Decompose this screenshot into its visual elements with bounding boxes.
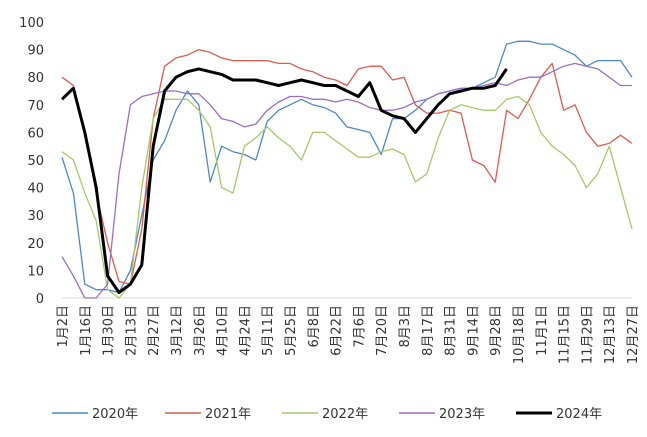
y-tick-label: 10: [27, 264, 44, 279]
x-tick-label: 8月3日: [398, 305, 413, 348]
x-tick-label: 6月8日: [307, 305, 322, 348]
x-tick-label: 4月10日: [216, 305, 231, 356]
y-tick-label: 100: [19, 16, 44, 31]
x-tick-label: 7月6日: [352, 305, 367, 348]
x-tick-label: 7月20日: [375, 305, 390, 356]
x-tick-label: 6月22日: [330, 305, 345, 356]
legend-label: 2021年: [205, 407, 251, 422]
series-line: [60, 67, 508, 294]
legend-label: 2022年: [322, 407, 368, 422]
y-tick-label: 80: [27, 71, 44, 86]
x-tick-label: 5月11日: [261, 305, 276, 356]
y-tick-label: 50: [27, 154, 44, 169]
x-tick-label: 12月27日: [626, 305, 641, 364]
y-tick-label: 70: [27, 99, 44, 114]
x-tick-label: 11月15日: [558, 305, 573, 364]
y-tick-label: 20: [27, 237, 44, 252]
series-line: [61, 62, 632, 299]
legend-label: 2024年: [556, 407, 602, 422]
series-line: [61, 48, 633, 285]
x-tick-label: 4月24日: [238, 305, 253, 356]
x-tick-label: 1月30日: [102, 305, 117, 356]
x-tick-label: 9月14日: [466, 305, 481, 356]
series-line: [61, 40, 633, 294]
x-tick-label: 9月28日: [489, 305, 504, 356]
legend-label: 2020年: [92, 407, 138, 422]
y-tick-label: 0: [36, 292, 44, 307]
x-tick-label: 5月25日: [284, 305, 299, 356]
x-tick-label: 8月17日: [421, 305, 436, 356]
x-tick-label: 2月27日: [147, 305, 162, 356]
x-tick-label: 3月26日: [193, 305, 208, 356]
x-tick-label: 10月18日: [512, 305, 527, 364]
legend-label: 2023年: [439, 407, 485, 422]
x-tick-label: 2月13日: [124, 305, 139, 356]
y-tick-label: 30: [27, 209, 44, 224]
x-tick-label: 8月31日: [444, 305, 459, 356]
x-tick-label: 1月16日: [79, 305, 94, 356]
series-line: [61, 95, 633, 299]
x-tick-label: 1月2日: [56, 305, 71, 348]
y-tick-label: 40: [27, 182, 44, 197]
y-tick-label: 90: [27, 44, 44, 59]
x-tick-label: 11月1日: [535, 305, 550, 356]
x-tick-label: 3月12日: [170, 305, 185, 356]
x-tick-label: 12月13日: [603, 305, 618, 364]
x-tick-label: 11月29日: [580, 305, 595, 364]
y-tick-label: 60: [27, 126, 44, 141]
